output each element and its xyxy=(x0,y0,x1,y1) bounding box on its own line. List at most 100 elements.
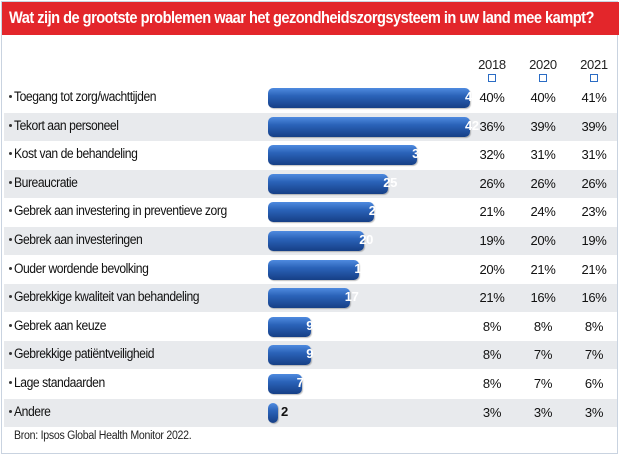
bar xyxy=(268,259,360,280)
table-row: Ouder wordende bevolking 19 20% 21% 21% xyxy=(4,256,617,284)
year-header-2018: 2018 xyxy=(478,57,506,72)
bar-value-label: 17 xyxy=(344,289,359,305)
year-value-2020: 8% xyxy=(533,318,553,334)
table-row: Lage standaarden 7 8% 7% 6% xyxy=(4,370,617,398)
year-value-2021: 23% xyxy=(581,204,607,220)
category-label: Gebrek aan keuze xyxy=(14,317,107,333)
year-value-2018: 19% xyxy=(479,233,505,248)
bar-value-label: 25 xyxy=(383,174,398,190)
bullet-icon xyxy=(9,95,12,98)
bullet-icon xyxy=(9,409,12,413)
table-row: Gebrek aan keuze 9 8% 8% 8% xyxy=(4,313,617,341)
bullet-icon xyxy=(9,180,12,184)
year-value-2018: 36% xyxy=(479,118,505,134)
year-value-2020: 3% xyxy=(533,404,553,420)
category-label: Andere xyxy=(14,403,51,419)
year-marker-2020 xyxy=(539,74,547,82)
bar xyxy=(268,288,350,309)
year-value-2018: 20% xyxy=(479,261,505,277)
bar xyxy=(268,316,312,337)
bar-value-label: 20 xyxy=(359,232,374,247)
bar xyxy=(268,88,470,108)
bar-value-label: 42% xyxy=(465,89,491,104)
category-label: Kost van de behandeling xyxy=(14,146,138,162)
bullet-icon xyxy=(9,209,12,213)
year-value-2020: 39% xyxy=(530,118,556,134)
year-header-2020: 2020 xyxy=(529,57,557,72)
year-value-2018: 26% xyxy=(479,175,505,191)
source-note: Bron: Ipsos Global Health Monitor 2022. xyxy=(14,430,192,442)
year-value-2021: 31% xyxy=(581,147,607,163)
year-value-2018: 40% xyxy=(479,90,505,105)
bar-value-label: 19 xyxy=(354,260,369,276)
year-value-2020: 16% xyxy=(530,290,556,306)
year-value-2021: 39% xyxy=(581,118,607,134)
table-row: Kost van de behandeling 31 32% 31% 31% xyxy=(4,141,617,169)
category-label: Lage standaarden xyxy=(14,375,105,390)
bar-value-label: 31 xyxy=(412,146,426,162)
year-value-2021: 3% xyxy=(584,404,604,420)
bar xyxy=(268,374,302,394)
category-label: Tekort aan personeel xyxy=(14,117,119,133)
bar xyxy=(268,116,470,137)
year-value-2018: 21% xyxy=(479,204,505,220)
title-bar: Wat zijn de grootste problemen waar het … xyxy=(2,2,619,35)
table-row: Gebrekkige kwaliteit van behandeling 17 21… xyxy=(4,284,617,313)
bar xyxy=(268,402,278,423)
table-row: Andere 2 3% 3% 3% xyxy=(4,398,617,427)
bullet-icon xyxy=(9,123,12,127)
table-row: Gebrek aan investering in preventieve zo… xyxy=(4,198,617,226)
bullet-icon xyxy=(9,295,12,299)
year-value-2021: 26% xyxy=(581,175,607,191)
table-row: Bureaucratie 25 26% 26% 26% xyxy=(4,169,617,198)
category-label: Bureaucratie xyxy=(14,174,78,190)
year-value-2018: 32% xyxy=(479,147,505,163)
year-value-2021: 6% xyxy=(584,376,604,391)
category-label: Ouder wordende bevolking xyxy=(14,260,149,276)
bullet-icon xyxy=(9,323,12,327)
year-value-2018: 21% xyxy=(479,290,505,306)
year-value-2021: 19% xyxy=(581,233,607,248)
bullet-icon xyxy=(9,238,12,241)
category-label: Gebrek aan investeringen xyxy=(14,232,143,247)
bar-value-label: 7 xyxy=(296,375,304,390)
table-row: Tekort aan personeel 42 36% 39% 39% xyxy=(4,112,617,141)
bar xyxy=(268,145,418,166)
chart-title: Wat zijn de grootste problemen waar het … xyxy=(9,8,594,27)
year-marker-2021 xyxy=(590,74,598,82)
year-value-2018: 8% xyxy=(482,347,502,363)
bar xyxy=(268,231,365,251)
year-value-2021: 16% xyxy=(581,290,607,306)
year-value-2018: 8% xyxy=(482,318,502,334)
year-value-2020: 31% xyxy=(530,147,556,163)
bar-value-label: 42 xyxy=(465,117,479,133)
table-row: Gebrekkige patiëntveiligheid 9 8% 7% 7% xyxy=(4,341,617,370)
bar xyxy=(268,173,389,194)
table-row: Gebrek aan investeringen 20 19% 20% 19% xyxy=(4,227,617,255)
year-value-2021: 7% xyxy=(584,347,604,363)
year-marker-2018 xyxy=(488,74,496,82)
table-row: Toegang tot zorg/wachttijden 42% 40% 40% 41% xyxy=(4,84,617,112)
year-value-2021: 21% xyxy=(581,261,607,277)
bar-value-label: 22 xyxy=(368,203,383,219)
bar xyxy=(268,345,312,366)
year-value-2020: 21% xyxy=(530,261,556,277)
bullet-icon xyxy=(9,352,12,356)
bullet-icon xyxy=(9,266,12,270)
year-value-2020: 24% xyxy=(530,204,556,220)
category-label: Toegang tot zorg/wachttijden xyxy=(14,89,157,104)
year-value-2018: 3% xyxy=(482,404,502,420)
bullet-icon xyxy=(9,381,12,384)
bullet-icon xyxy=(9,152,12,156)
bar xyxy=(268,202,374,223)
category-label: Gebrekkige patiëntveiligheid xyxy=(14,346,155,362)
year-value-2021: 41% xyxy=(581,90,607,105)
year-value-2020: 7% xyxy=(533,376,553,391)
year-value-2020: 26% xyxy=(530,175,556,191)
bar-value-label: 9 xyxy=(306,346,314,362)
year-value-2020: 40% xyxy=(530,90,556,105)
category-label: Gebrekkige kwaliteit van behandeling xyxy=(14,289,200,305)
bar-value-label: 2 xyxy=(281,403,288,419)
bar-value-label: 9 xyxy=(306,317,314,333)
